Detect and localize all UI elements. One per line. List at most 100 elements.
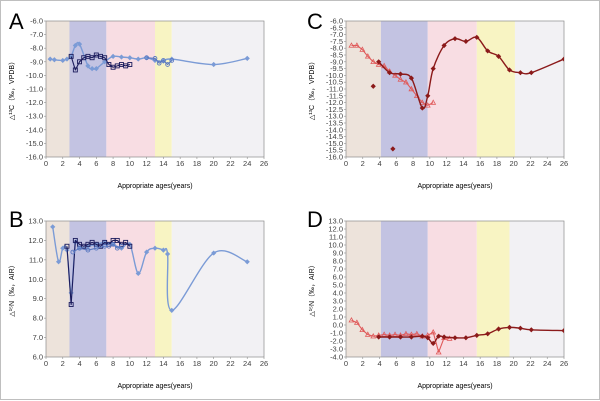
age-band bbox=[380, 21, 428, 157]
data-point bbox=[452, 36, 458, 42]
panel-letter: A bbox=[9, 9, 24, 34]
data-point bbox=[359, 326, 366, 333]
x-tick-label: 2 bbox=[61, 159, 65, 168]
age-band bbox=[46, 21, 70, 157]
y-tick-label: -10.5 bbox=[326, 78, 343, 87]
data-point bbox=[446, 335, 453, 341]
y-tick-label: 10.0 bbox=[28, 275, 43, 284]
data-point bbox=[169, 56, 175, 62]
y-tick-label: -8.5 bbox=[330, 51, 343, 60]
data-point bbox=[160, 247, 166, 253]
x-tick-label: 4 bbox=[77, 359, 81, 368]
x-tick-label: 20 bbox=[510, 359, 518, 368]
data-point bbox=[370, 83, 376, 89]
y-tick-label: -11.0 bbox=[26, 85, 43, 94]
series-layer bbox=[348, 34, 564, 152]
age-band bbox=[346, 221, 381, 357]
data-point bbox=[50, 224, 56, 230]
y-tick-label: 13.0 bbox=[328, 217, 343, 226]
data-point bbox=[463, 335, 469, 341]
data-point bbox=[110, 241, 116, 247]
data-point bbox=[123, 239, 129, 245]
data-point bbox=[169, 58, 175, 63]
data-point bbox=[164, 251, 171, 257]
data-point bbox=[364, 331, 371, 337]
data-point bbox=[441, 42, 447, 49]
panel-d: -4.0-3.0-2.0-1.00.01.02.03.04.05.06.07.0… bbox=[307, 207, 568, 390]
y-tick-label: 6.0 bbox=[333, 273, 343, 282]
x-tick-label: 22 bbox=[526, 159, 534, 168]
data-point bbox=[353, 42, 360, 48]
data-point bbox=[419, 99, 426, 105]
x-tick-label: 26 bbox=[560, 359, 568, 368]
y-tick-label: 11.0 bbox=[329, 233, 343, 242]
age-band bbox=[514, 21, 564, 157]
data-point bbox=[152, 245, 158, 251]
x-tick-label: 2 bbox=[61, 359, 65, 368]
series-line bbox=[146, 57, 173, 66]
data-point bbox=[387, 334, 393, 340]
data-point bbox=[68, 53, 74, 59]
data-point bbox=[376, 59, 382, 65]
x-tick-label: 14 bbox=[159, 359, 167, 368]
data-point bbox=[375, 61, 382, 67]
age-band bbox=[106, 221, 155, 357]
y-tick-label: -2.0 bbox=[330, 337, 343, 346]
data-point bbox=[424, 102, 431, 108]
data-point bbox=[72, 42, 78, 49]
x-axis-label: Appropriate ages(years) bbox=[417, 383, 492, 390]
y-tick-label: -7.5 bbox=[330, 37, 343, 46]
data-point bbox=[60, 245, 66, 251]
x-tick-label: 12 bbox=[442, 359, 450, 368]
panel-letter: B bbox=[9, 207, 24, 232]
x-tick-label: 14 bbox=[159, 159, 167, 168]
data-point bbox=[474, 34, 480, 40]
age-band bbox=[476, 21, 515, 157]
x-tick-label: 12 bbox=[142, 359, 150, 368]
data-point bbox=[55, 259, 62, 265]
x-tick-label: 16 bbox=[476, 159, 484, 168]
x-tick-label: 20 bbox=[210, 359, 218, 368]
data-point bbox=[397, 76, 404, 82]
data-point bbox=[348, 42, 355, 48]
data-point bbox=[211, 61, 217, 68]
y-tick-label: 1.0 bbox=[333, 313, 343, 322]
data-point bbox=[135, 56, 141, 62]
data-point bbox=[102, 55, 108, 61]
y-tick-label: -12.0 bbox=[26, 98, 43, 107]
data-point bbox=[419, 333, 425, 339]
data-point bbox=[114, 237, 120, 243]
data-point bbox=[127, 243, 133, 249]
x-tick-label: 24 bbox=[543, 359, 551, 368]
y-tick-label: -3.0 bbox=[330, 345, 343, 354]
x-tick-label: 22 bbox=[226, 159, 234, 168]
data-point bbox=[392, 72, 399, 78]
panel-letter: D bbox=[307, 207, 323, 232]
y-tick-label: -16.0 bbox=[326, 153, 343, 162]
y-tick-label: -12.5 bbox=[326, 105, 343, 114]
x-tick-label: 16 bbox=[176, 359, 184, 368]
y-tick-label: -4.0 bbox=[330, 353, 343, 362]
y-tick-label: -8.0 bbox=[330, 44, 343, 53]
y-tick-label: -15.0 bbox=[326, 139, 343, 148]
data-point bbox=[161, 58, 166, 63]
data-point bbox=[244, 55, 250, 61]
data-point bbox=[152, 56, 158, 61]
x-tick-label: 6 bbox=[94, 159, 98, 168]
data-point bbox=[106, 62, 112, 67]
data-point bbox=[364, 53, 371, 59]
y-tick-label: 2.0 bbox=[333, 305, 343, 314]
data-point bbox=[430, 340, 436, 346]
data-point bbox=[397, 334, 404, 340]
y-tick-label: -13.0 bbox=[26, 112, 43, 121]
y-tick-label: -15.5 bbox=[326, 146, 343, 155]
data-point bbox=[430, 99, 437, 105]
y-tick-label: -15.0 bbox=[26, 139, 43, 148]
age-band bbox=[155, 21, 172, 157]
age-band bbox=[69, 21, 107, 157]
data-point bbox=[485, 48, 491, 54]
data-point bbox=[390, 146, 396, 152]
x-tick-label: 16 bbox=[176, 159, 184, 168]
plot-area bbox=[345, 220, 565, 358]
x-tick-label: 4 bbox=[377, 359, 381, 368]
